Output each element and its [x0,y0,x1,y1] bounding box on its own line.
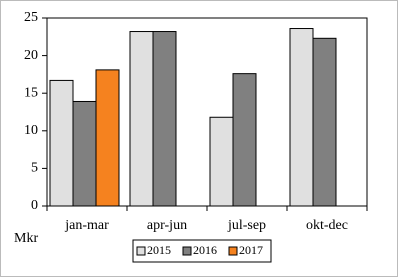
legend-swatch [182,246,192,256]
x-tick-label: jan-mar [64,218,109,233]
y-tick-label: 15 [24,85,38,100]
y-tick-label: 0 [31,198,38,213]
y-axis-label: Mkr [14,231,38,246]
legend-swatch [228,246,238,256]
bar [72,100,97,207]
legend-box [132,239,272,263]
y-tick-label: 20 [24,48,38,63]
bar [209,116,234,207]
y-tick-label: 10 [24,123,38,138]
legend-label: 2017 [239,243,263,257]
bar [49,79,74,207]
bar [129,31,154,207]
x-tick-label: okt-dec [306,218,348,233]
x-tick-label: apr-jun [147,218,187,233]
bar [232,73,257,207]
y-tick-label: 5 [31,161,38,176]
y-tick-label: 25 [24,10,38,25]
bar [152,31,177,207]
legend-label: 2016 [193,243,217,257]
bar [95,69,120,207]
bar [289,28,314,207]
x-tick-label: jul-sep [227,218,266,233]
legend-swatch [136,246,146,256]
legend-label: 2015 [147,243,171,257]
bar [312,37,337,207]
